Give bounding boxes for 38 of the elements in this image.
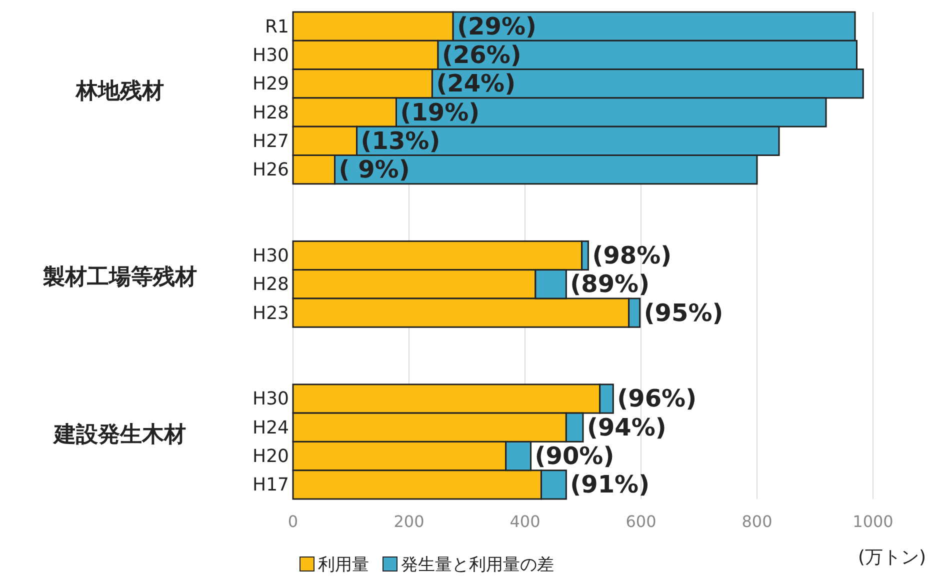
- legend-label: 発生量と利用量の差: [401, 555, 554, 575]
- y-tick-label: H26: [252, 160, 289, 181]
- x-tick-label: 0: [288, 512, 298, 531]
- y-tick-label: H23: [252, 302, 289, 324]
- x-axis-title: (万トン): [858, 547, 926, 568]
- text: 林地残材: [75, 78, 164, 104]
- y-tick-label: H29: [252, 74, 289, 95]
- x-tick-label: 600: [626, 512, 656, 531]
- y-tick-label: H20: [252, 446, 289, 468]
- text: 製材工場等残材: [42, 265, 197, 290]
- text: 建設発生木材: [52, 422, 186, 448]
- annotation: (26%): [442, 40, 522, 69]
- annotation: (95%): [644, 298, 724, 327]
- x-tick-label: 1000: [852, 512, 894, 531]
- y-tick-label: H28: [252, 274, 289, 296]
- x-tick-label: 400: [510, 512, 540, 531]
- legend-label: 利用量: [318, 555, 369, 575]
- annotation: (91%): [570, 470, 650, 499]
- annotation: (89%): [570, 270, 650, 298]
- x-tick-label: 800: [742, 512, 772, 531]
- annotation: (98%): [592, 242, 672, 270]
- y-tick-label: H30: [252, 44, 289, 66]
- annotation: (29%): [457, 12, 536, 40]
- annotation: (24%): [436, 70, 516, 98]
- y-tick-label: H30: [252, 388, 289, 410]
- y-tick-label: R1: [265, 16, 289, 38]
- annotation: (96%): [617, 384, 697, 413]
- annotation: (19%): [400, 98, 480, 126]
- x-tick-label: 200: [394, 512, 424, 531]
- annotation: ( 9%): [338, 156, 410, 184]
- y-tick-label: H24: [252, 417, 289, 438]
- y-tick-label: H30: [252, 246, 289, 266]
- y-tick-label: H27: [252, 130, 289, 152]
- y-tick-label: H17: [252, 474, 289, 496]
- y-tick-label: H28: [252, 102, 289, 124]
- annotation: (90%): [534, 442, 614, 470]
- annotation: (94%): [587, 413, 666, 442]
- annotation: (13%): [360, 126, 440, 155]
